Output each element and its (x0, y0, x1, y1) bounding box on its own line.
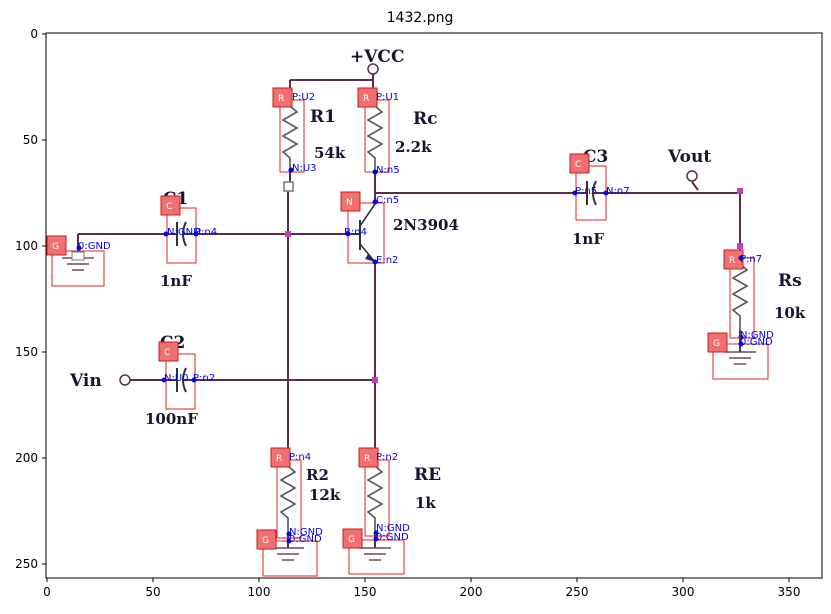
transistor-pin-b: B:n4 (344, 227, 367, 238)
re-tag: R (364, 454, 370, 464)
re-pin-p: P:n2 (376, 452, 398, 463)
r1-value: 54k (314, 144, 346, 162)
rs-tag: R (729, 256, 735, 266)
y-axis: 0 50 100 150 200 250 (15, 27, 46, 571)
r2-pin-n: N:GND (289, 527, 323, 538)
y-tick-label: 100 (15, 239, 38, 253)
ground-rs-tag: G (713, 339, 720, 349)
r2-name: R2 (306, 466, 329, 484)
transistor-name: 2N3904 (393, 216, 459, 234)
c3-value: 1nF (572, 230, 604, 248)
r1-tag: R (278, 94, 284, 104)
rs-pin-n: N:GND (740, 330, 774, 341)
r2-pin-p: P:n4 (289, 452, 311, 463)
r1-name: R1 (310, 107, 336, 127)
re-name: RE (414, 465, 441, 485)
ground-left: G 0:GND (46, 235, 111, 287)
rc-name: Rc (413, 109, 437, 129)
c3-component: C P:n5 N:n7 (569, 153, 630, 221)
ground-re-tag: G (348, 535, 355, 545)
rs-value: 10k (774, 304, 806, 322)
rc-tag: R (363, 94, 369, 104)
transistor-tag: N (346, 198, 353, 208)
r1-junction-box (283, 181, 294, 192)
ground-left-pin: 0:GND (78, 241, 111, 252)
axes-frame (45, 32, 823, 579)
c2-pin-n: N:U0 (164, 373, 189, 384)
junctions (285, 188, 743, 383)
rc-component: R P:U1 N:n5 (357, 87, 400, 176)
vin-terminal (119, 374, 131, 386)
y-tick-label: 250 (15, 557, 38, 571)
vcc-label: +VCC (350, 47, 405, 67)
c1-tag: C (166, 202, 172, 212)
transistor-pin-c: C:n5 (376, 195, 399, 206)
ground-re: G 0:GND (342, 528, 409, 575)
c1-pin-p: P:n4 (195, 227, 217, 238)
rs-pin-p: P:n7 (740, 254, 762, 265)
c1-value: 1nF (160, 272, 192, 290)
rs-name: Rs (778, 271, 802, 291)
re-value: 1k (415, 494, 436, 512)
r1-pin-p: P:U2 (292, 92, 315, 103)
rc-pin-p: P:U1 (376, 92, 399, 103)
rc-value: 2.2k (395, 138, 432, 156)
y-tick-label: 150 (15, 345, 38, 359)
re-pin-n: N:GND (376, 523, 410, 534)
y-tick-label: 200 (15, 451, 38, 465)
x-tick-label: 250 (566, 585, 589, 599)
rs-component: R P:n7 N:GND (723, 249, 774, 341)
x-tick-label: 0 (43, 585, 51, 599)
ground-r2: G 0:GND (256, 529, 322, 577)
r2-tag: R (276, 454, 282, 464)
c2-tag: C (164, 348, 170, 358)
x-tick-label: 300 (672, 585, 695, 599)
ground-left-tag: G (52, 242, 59, 252)
ground-r2-pin: 0:GND (289, 534, 322, 545)
r2-value: 12k (309, 486, 341, 504)
c3-tag: C (575, 160, 581, 170)
schematic-wires (77, 74, 741, 452)
c2-value: 100nF (145, 410, 198, 428)
rc-pin-n: N:n5 (376, 165, 400, 176)
vout-label: Vout (667, 147, 711, 167)
x-axis: 0 50 100 150 200 250 300 350 (43, 578, 800, 599)
figure-title: 1432.png (387, 10, 454, 26)
x-tick-label: 100 (248, 585, 271, 599)
vout-terminal (686, 170, 698, 182)
c3-pin-p: P:n5 (575, 186, 597, 197)
r1-pin-n: N:U3 (292, 163, 317, 174)
c3-pin-n: N:n7 (606, 186, 630, 197)
x-tick-label: 150 (354, 585, 377, 599)
c1-component: C N:GND P:n4 (160, 195, 217, 264)
ground-r2-tag: G (262, 536, 269, 546)
c2-pin-p: P:n2 (193, 373, 215, 384)
y-tick-label: 50 (23, 133, 38, 147)
ground-rs: G 0:GND (707, 330, 773, 380)
ground-rs-pin: 0:GND (740, 337, 773, 348)
x-tick-label: 50 (145, 585, 160, 599)
x-tick-label: 350 (778, 585, 801, 599)
r1-component: R P:U2 N:U3 (272, 87, 317, 174)
transistor-component: N C:n5 B:n4 E:n2 (340, 191, 399, 266)
c1-pin-n: N:GND (167, 227, 201, 238)
ground-re-pin: 0:GND (376, 532, 409, 543)
x-tick-label: 200 (460, 585, 483, 599)
vin-label: Vin (69, 371, 102, 391)
transistor-pin-e: E:n2 (376, 255, 398, 266)
y-tick-label: 0 (30, 27, 38, 41)
vcc-terminal (367, 63, 379, 75)
re-component: R P:n2 N:GND (358, 447, 410, 537)
c2-component: C N:U0 P:n2 (158, 341, 215, 410)
